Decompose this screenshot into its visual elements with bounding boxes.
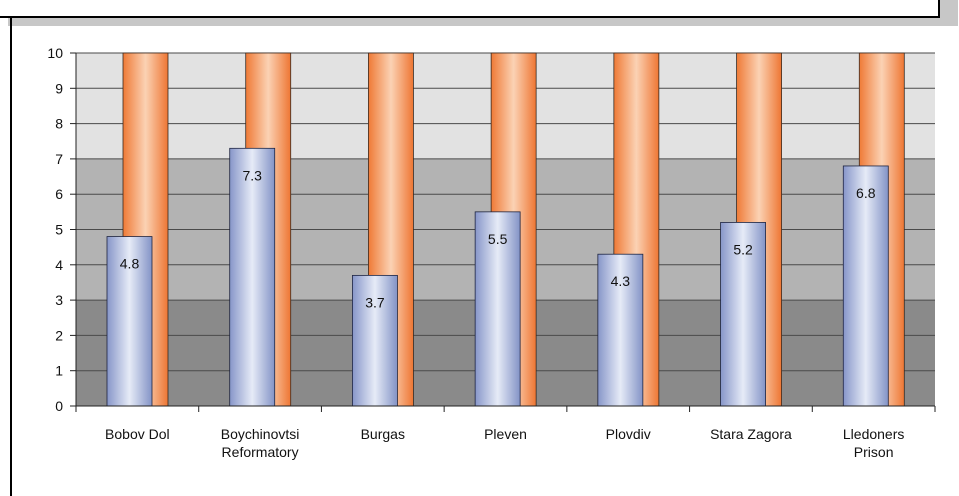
x-tick-label-6-0: Lledoners — [843, 426, 905, 442]
header-box — [0, 0, 940, 18]
y-tick-label-5: 5 — [55, 222, 63, 238]
blue-bar-1 — [229, 147, 276, 407]
blue-bar-3 — [474, 211, 521, 407]
x-tick-label-2-0: Burgas — [361, 426, 405, 442]
data-label-3: 5.5 — [488, 231, 508, 247]
y-tick-label-6: 6 — [55, 186, 63, 202]
axes — [70, 52, 936, 412]
y-tick-label-10: 10 — [47, 45, 63, 61]
x-tick-label-5-0: Stara Zagora — [710, 426, 792, 442]
x-tick-label-1-0: Boychinovtsi — [221, 426, 300, 442]
y-tick-label-7: 7 — [55, 151, 63, 167]
data-label-6: 6.8 — [856, 185, 876, 201]
y-tick-label-4: 4 — [55, 257, 63, 273]
left-border — [10, 18, 12, 496]
data-label-4: 4.3 — [611, 273, 631, 289]
blue-bar-5 — [720, 222, 766, 407]
data-label-1: 7.3 — [242, 167, 262, 183]
blue-bars — [106, 147, 889, 407]
y-tick-label-0: 0 — [55, 398, 63, 414]
y-tick-label-9: 9 — [55, 80, 63, 96]
data-label-5: 5.2 — [733, 241, 753, 257]
y-tick-label-8: 8 — [55, 116, 63, 132]
x-tick-label-3-0: Pleven — [484, 426, 527, 442]
labels: 4.8 7.3 3.7 5.5 4.3 5.2 6.8 0 1 2 3 4 5 6 7 8 9 10 Bobov D… — [47, 45, 904, 460]
y-tick-label-2: 2 — [55, 327, 63, 343]
blue-bar-6 — [842, 165, 889, 407]
blue-bar-2 — [352, 274, 398, 407]
x-tick-label-6-1: Prison — [854, 444, 894, 460]
data-label-0: 4.8 — [120, 256, 140, 272]
blue-bar-4 — [597, 253, 644, 407]
x-tick-label-0-0: Bobov Dol — [105, 426, 170, 442]
y-tick-label-1: 1 — [55, 363, 63, 379]
x-tick-label-4-0: Plovdiv — [606, 426, 651, 442]
x-tick-label-1-1: Reformatory — [222, 444, 299, 460]
y-tick-label-3: 3 — [55, 292, 63, 308]
data-label-2: 3.7 — [365, 294, 385, 310]
